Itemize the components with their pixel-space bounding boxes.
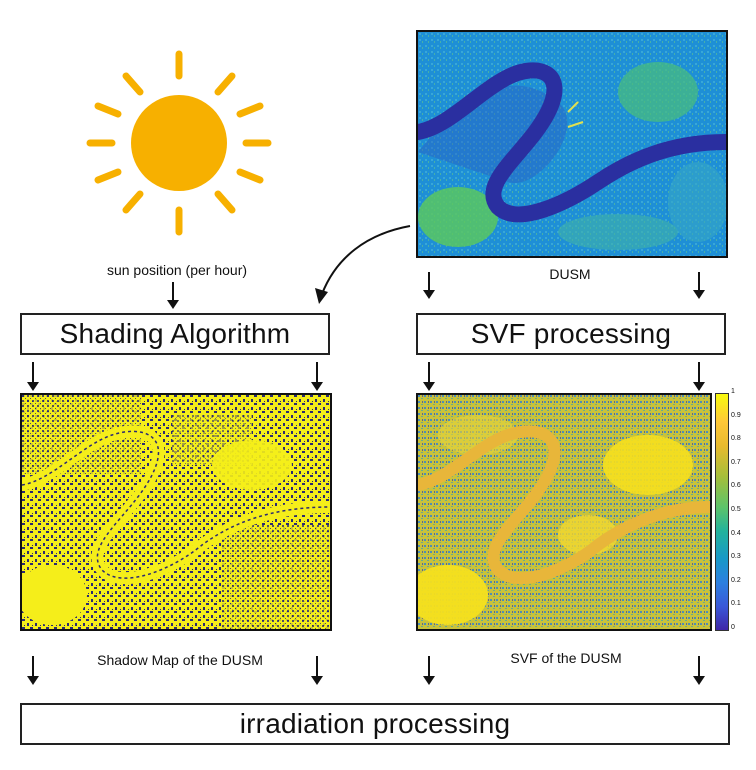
shadow-map (20, 393, 332, 631)
colorbar-tick-label: 0.2 (731, 576, 741, 584)
colorbar-tick-label: 0.9 (731, 411, 741, 419)
svf-map-caption: SVF of the DUSM (510, 650, 622, 666)
curved-arrow-icon (306, 222, 416, 306)
colorbar-tick-label: 0.3 (731, 553, 741, 561)
arrow-down-icon (422, 656, 436, 686)
arrow-down-icon (26, 656, 40, 686)
shading-algorithm-box: Shading Algorithm (20, 313, 330, 355)
colorbar-tick-label: 0.1 (731, 600, 741, 608)
arrow-down-icon (310, 656, 324, 686)
dusm-map (416, 30, 728, 258)
arrow-down-icon (166, 282, 180, 310)
arrow-down-icon (692, 362, 706, 392)
dusm-label: DUSM (549, 266, 591, 282)
colorbar-ticks: 1 0.9 0.8 0.7 0.6 0.5 0.4 0.3 0.2 0.1 0 (731, 388, 753, 636)
arrow-down-icon (692, 272, 706, 300)
svf-processing-label: SVF processing (470, 318, 672, 349)
shading-algorithm-label: Shading Algorithm (59, 318, 291, 349)
arrow-down-icon (422, 272, 436, 300)
colorbar-tick-label: 0.5 (731, 506, 741, 513)
svf-map (416, 393, 712, 631)
irradiation-processing-box: irradiation processing (20, 703, 730, 745)
sun-position-label: sun position (per hour) (106, 262, 248, 278)
shadow-map-caption: Shadow Map of the DUSM (97, 652, 263, 668)
colorbar-tick-label: 0 (731, 624, 735, 631)
arrow-down-icon (310, 362, 324, 392)
arrow-down-icon (692, 656, 706, 686)
colorbar (715, 393, 729, 631)
arrow-down-icon (422, 362, 436, 392)
colorbar-tick-label: 0.4 (731, 529, 741, 537)
colorbar-tick-label: 1 (731, 388, 735, 395)
sun-icon (84, 48, 274, 238)
svf-processing-box: SVF processing (416, 313, 726, 355)
colorbar-tick-label: 0.6 (731, 482, 741, 490)
colorbar-tick-label: 0.7 (731, 458, 741, 466)
arrow-down-icon (26, 362, 40, 392)
colorbar-tick-label: 0.8 (731, 435, 741, 443)
irradiation-processing-label: irradiation processing (239, 708, 511, 739)
